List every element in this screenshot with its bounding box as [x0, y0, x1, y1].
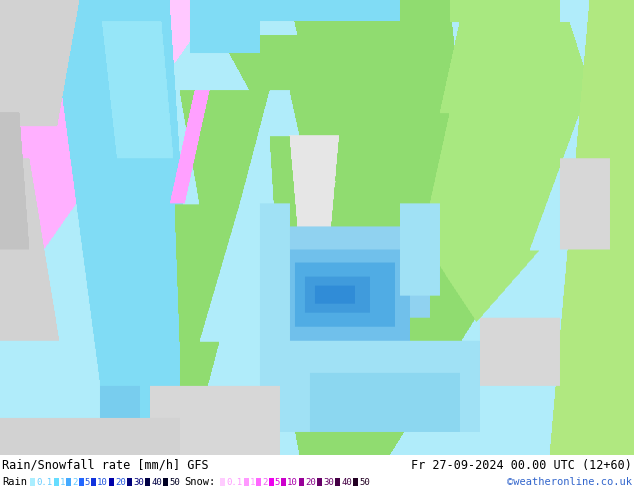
Text: 10: 10	[97, 477, 108, 487]
Bar	[269, 478, 273, 486]
Bar	[0, 455, 634, 490]
Text: 50: 50	[359, 477, 370, 487]
Text: 0.1: 0.1	[36, 477, 52, 487]
Text: 50: 50	[169, 477, 180, 487]
Text: 30: 30	[323, 477, 333, 487]
Bar	[66, 478, 71, 486]
Text: 40: 40	[341, 477, 352, 487]
Bar	[256, 478, 261, 486]
Text: Rain: Rain	[2, 477, 27, 487]
Bar	[335, 478, 340, 486]
Text: 20: 20	[305, 477, 316, 487]
Text: 1: 1	[250, 477, 255, 487]
Text: Fr 27-09-2024 00.00 UTC (12+60): Fr 27-09-2024 00.00 UTC (12+60)	[411, 459, 632, 471]
Text: 5: 5	[84, 477, 90, 487]
Bar	[30, 478, 35, 486]
Bar	[353, 478, 358, 486]
Bar	[243, 478, 249, 486]
Bar	[145, 478, 150, 486]
Text: 40: 40	[151, 477, 162, 487]
Text: 2: 2	[262, 477, 268, 487]
Bar	[163, 478, 168, 486]
Text: 20: 20	[115, 477, 126, 487]
Bar	[53, 478, 58, 486]
Bar	[91, 478, 96, 486]
Bar	[317, 478, 322, 486]
Text: Rain/Snowfall rate [mm/h] GFS: Rain/Snowfall rate [mm/h] GFS	[2, 459, 209, 471]
Bar	[79, 478, 84, 486]
Bar	[127, 478, 132, 486]
Text: 30: 30	[133, 477, 144, 487]
Text: 1: 1	[60, 477, 65, 487]
Text: ©weatheronline.co.uk: ©weatheronline.co.uk	[507, 477, 632, 487]
Text: 5: 5	[275, 477, 280, 487]
Text: 10: 10	[287, 477, 298, 487]
Text: 2: 2	[72, 477, 77, 487]
Text: 0.1: 0.1	[226, 477, 242, 487]
Bar	[109, 478, 114, 486]
Bar	[281, 478, 286, 486]
Text: Snow:: Snow:	[184, 477, 216, 487]
Bar	[299, 478, 304, 486]
Bar	[220, 478, 225, 486]
